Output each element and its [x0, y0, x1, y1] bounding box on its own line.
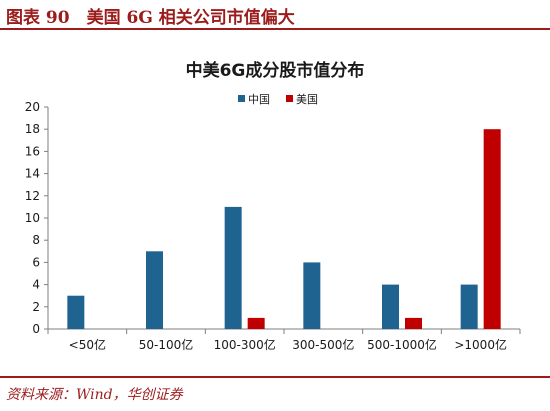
y-tick-label: 8 — [32, 233, 40, 247]
bar-us — [405, 317, 422, 329]
bar-china — [460, 284, 478, 329]
legend-swatch — [286, 95, 293, 102]
x-tick-label: >1000亿 — [454, 337, 507, 352]
chart-title: 中美6G成分股市值分布 — [186, 60, 365, 81]
y-tick-label: 4 — [32, 278, 40, 292]
x-axis: <50亿 50-100亿 100-300亿 300-500亿 500-1000亿 >100… — [47, 328, 521, 352]
source-note: 资料来源：Wind，华创证券 — [6, 387, 183, 403]
y-axis: 0 2 4 6 8 10 12 14 16 18 20 — [25, 100, 49, 336]
figure-header: 图表 90 美国 6G 相关公司市值偏大 — [0, 0, 550, 30]
x-tick-label: 500-1000亿 — [367, 337, 437, 352]
bar-china — [67, 295, 85, 329]
y-tick-label: 0 — [32, 322, 40, 336]
y-tick-label: 10 — [25, 211, 40, 225]
legend: 中国 美国 — [238, 93, 318, 106]
bar-china — [382, 284, 399, 329]
bars — [67, 129, 501, 329]
y-tick-label: 14 — [25, 167, 40, 181]
y-tick-label: 18 — [25, 122, 40, 136]
bar-china — [303, 262, 321, 329]
y-tick-label: 6 — [32, 255, 40, 269]
legend-swatch — [238, 95, 245, 102]
x-tick-label: <50亿 — [69, 337, 106, 352]
y-tick-label: 2 — [32, 300, 40, 314]
x-tick-label: 50-100亿 — [139, 337, 194, 352]
bar-chart: 中美6G成分股市值分布 中国 美国 0 2 4 6 8 10 12 14 16 18 20 <50亿 5… — [25, 60, 521, 352]
legend-label: 美国 — [296, 93, 318, 106]
bar-us — [483, 129, 501, 329]
x-tick-label: 100-300亿 — [214, 337, 276, 352]
y-tick-label: 12 — [25, 189, 40, 203]
y-tick-label: 16 — [25, 144, 40, 158]
figure-footer: 资料来源：Wind，华创证券 — [0, 376, 550, 411]
legend-label: 中国 — [248, 93, 270, 106]
x-tick-label: 300-500亿 — [292, 337, 354, 352]
y-tick-label: 20 — [25, 100, 40, 114]
bar-us — [247, 317, 265, 329]
bar-china — [146, 251, 163, 329]
bar-china — [224, 206, 242, 329]
figure-title: 图表 90 美国 6G 相关公司市值偏大 — [6, 8, 295, 28]
